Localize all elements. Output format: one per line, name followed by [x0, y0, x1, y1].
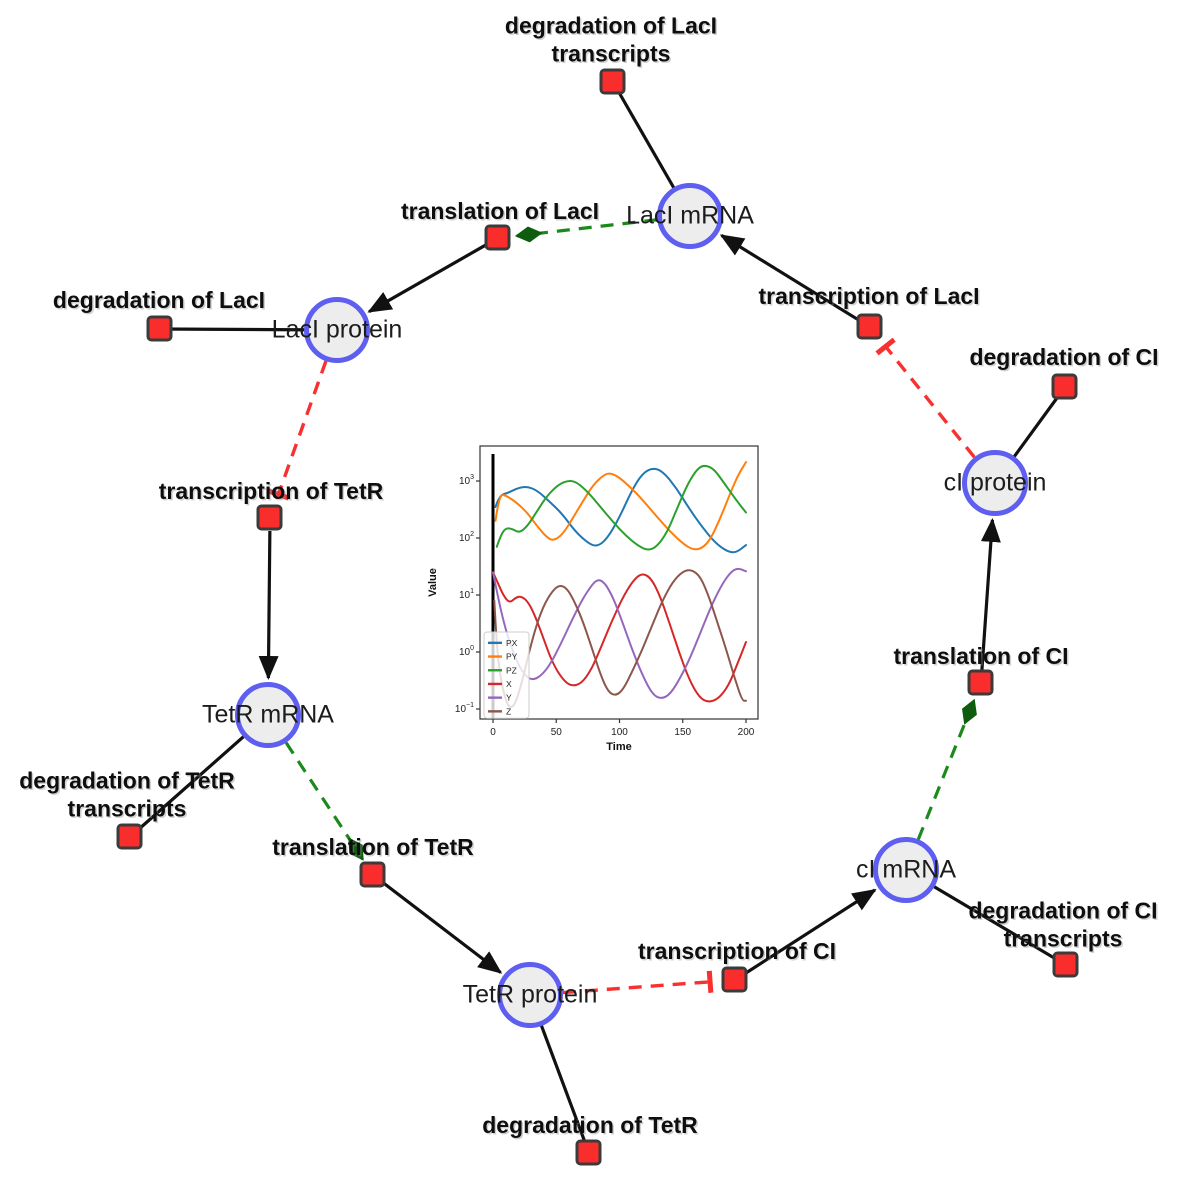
species-circle: [304, 297, 370, 363]
x-tick-label: 150: [674, 727, 691, 738]
species-circle: [235, 682, 301, 748]
species-laci-mrna[interactable]: LacI mRNA: [626, 183, 754, 249]
species-circle: [497, 962, 563, 1028]
x-tick-label: 100: [611, 727, 628, 738]
y-axis-label: Value: [427, 568, 439, 597]
reaction-translation-of-ci[interactable]: [967, 669, 995, 697]
species-tetr-mrna[interactable]: TetR mRNA: [202, 682, 334, 748]
edge-catalysis-tetr_mrna-to-translation_tetr: [284, 741, 364, 861]
y-tick-label: 10−1: [455, 702, 474, 715]
reaction-label-degradation-of-tetr: degradation of TetR: [482, 1112, 698, 1139]
inset-chart: 0 50 100 150 200 103 102 101 100 10−1 Time Value PX P…: [425, 432, 770, 762]
reaction-degradation-of-laci-transcripts[interactable]: [599, 68, 627, 96]
edge-arrow-transcription_tetr-to-tetr_mrna: [258, 530, 279, 681]
x-tick-label: 0: [490, 727, 496, 738]
species-ci-mrna[interactable]: cI mRNA: [856, 837, 956, 903]
reaction-label-translation-of-ci: translation of CI: [893, 643, 1069, 670]
reaction-label-translation-of-tetr: translation of TetR: [272, 834, 474, 861]
species-label: LacI protein: [271, 315, 403, 344]
species-label: TetR mRNA: [202, 700, 334, 729]
edge-catalysis-ci_mrna-to-translation_ci: [916, 698, 977, 840]
reaction-label-transcription-of-laci: transcription of LacI: [758, 283, 980, 310]
reaction-square: [1052, 951, 1079, 978]
reaction-square: [359, 861, 386, 888]
reaction-square: [256, 504, 283, 531]
species-label: LacI mRNA: [626, 201, 754, 230]
species-label: TetR protein: [462, 980, 598, 1009]
legend-label-Y: Y: [506, 693, 512, 703]
edge-inhibition-laci_protein-to-transcription_tetr: [267, 360, 328, 501]
species-tetr-protein[interactable]: TetR protein: [463, 962, 597, 1028]
series-PX-line: [494, 467, 747, 554]
y-tick-label: 102: [459, 531, 474, 544]
edge-arrow-translation_laci-to-laci_protein: [367, 243, 488, 314]
species-circle: [657, 183, 723, 249]
y-tick-label: 103: [459, 474, 474, 487]
reaction-square: [721, 966, 748, 993]
series-Y-line: [492, 567, 747, 699]
reaction-label-degradation-of-tetr-transcripts: degradation of TetR transcripts: [19, 767, 235, 821]
x-axis-label: Time: [606, 741, 631, 753]
reaction-translation-of-tetr[interactable]: [359, 861, 387, 889]
reaction-transcription-of-laci[interactable]: [856, 313, 884, 341]
reaction-square: [484, 224, 511, 251]
species-label: cI protein: [943, 468, 1047, 497]
species-label: cI mRNA: [856, 855, 956, 884]
series-X-line: [492, 571, 747, 703]
species-circle: [962, 450, 1028, 516]
reaction-square: [856, 313, 883, 340]
reaction-label-degradation-of-laci: degradation of LacI: [52, 287, 266, 314]
reaction-degradation-of-tetr[interactable]: [575, 1139, 603, 1167]
legend-label-PX: PX: [506, 638, 518, 648]
reaction-translation-of-laci[interactable]: [484, 224, 512, 252]
y-tick-label: 101: [459, 588, 474, 601]
series-PY-line: [494, 461, 747, 551]
edge-catalysis-laci_mrna-to-translation_laci: [514, 218, 658, 243]
reaction-label-degradation-of-laci-transcripts: degradation of LacI transcripts: [504, 12, 718, 66]
reaction-degradation-of-ci[interactable]: [1051, 373, 1079, 401]
legend-label-PY: PY: [506, 652, 518, 662]
edge-arrow-translation_ci-to-ci_protein: [980, 517, 1001, 671]
inset-chart-svg: 0 50 100 150 200 103 102 101 100 10−1 Time Value PX P…: [427, 445, 759, 753]
species-circle: [873, 837, 939, 903]
reaction-label-translation-of-laci: translation of LacI: [400, 198, 600, 225]
reaction-label-degradation-of-ci-transcripts: degradation of CI transcripts: [968, 897, 1158, 951]
legend-label-X: X: [506, 679, 512, 689]
series-PZ-line: [495, 464, 747, 551]
reaction-square: [146, 315, 173, 342]
edge-inhibition-tetr_protein-to-transcription_ci: [562, 970, 714, 995]
edge-arrow-transcription_laci-to-laci_mrna: [719, 234, 860, 322]
reaction-label-degradation-of-ci: degradation of CI: [969, 344, 1159, 371]
reaction-square: [967, 669, 994, 696]
species-ci-protein[interactable]: cI protein: [944, 450, 1046, 516]
reaction-degradation-of-laci[interactable]: [146, 315, 174, 343]
x-tick-label: 50: [551, 727, 563, 738]
reaction-transcription-of-tetr[interactable]: [256, 504, 284, 532]
reaction-label-transcription-of-ci: transcription of CI: [637, 938, 837, 965]
reaction-degradation-of-ci-transcripts[interactable]: [1052, 951, 1080, 979]
reaction-square: [1051, 373, 1078, 400]
edge-arrow-translation_tetr-to-tetr_protein: [382, 881, 503, 974]
x-tick-label: 200: [738, 727, 755, 738]
edge-arrow-transcription_ci-to-ci_mrna: [745, 888, 877, 975]
legend-label-Z: Z: [506, 706, 511, 716]
edge-inhibition-ci_protein-to-transcription_laci: [875, 337, 976, 459]
reaction-square: [116, 823, 143, 850]
reaction-degradation-of-tetr-transcripts[interactable]: [116, 823, 144, 851]
reaction-square: [599, 68, 626, 95]
legend-label-PZ: PZ: [506, 665, 517, 675]
series-Z-line: [493, 569, 747, 709]
reaction-label-transcription-of-tetr: transcription of TetR: [158, 478, 384, 505]
reaction-transcription-of-ci[interactable]: [721, 966, 749, 994]
reaction-square: [575, 1139, 602, 1166]
species-laci-protein[interactable]: LacI protein: [272, 297, 402, 363]
y-tick-label: 100: [459, 645, 474, 658]
